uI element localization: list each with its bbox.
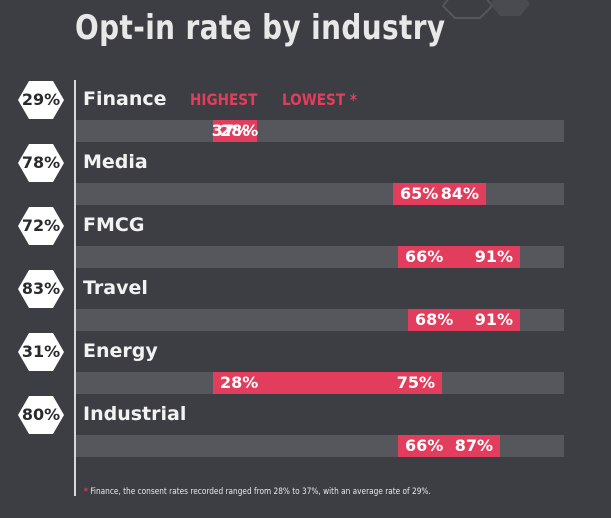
bar-track: 68% 91%: [76, 309, 564, 331]
average-hexagon-badge: 78%: [17, 143, 65, 183]
bar-track: 66% 91%: [76, 246, 564, 268]
high-value-label: 91%: [474, 310, 513, 329]
average-rate-label: 31%: [21, 342, 61, 361]
industry-row: 83% Travel 68% 91%: [0, 269, 611, 331]
low-value-label: 66%: [405, 436, 444, 455]
high-value-label: 37%: [211, 121, 250, 140]
range-bar: 65% 84%: [393, 183, 486, 205]
industry-label: Energy: [83, 340, 158, 362]
low-value-label: 66%: [405, 247, 444, 266]
industry-label: Travel: [83, 277, 148, 299]
range-bar: 28% 37%: [211, 120, 259, 142]
bar-track: 66% 87%: [76, 435, 564, 457]
average-rate-label: 80%: [21, 405, 61, 424]
average-hexagon-badge: 29%: [17, 80, 65, 120]
legend-highest: HIGHEST: [190, 90, 258, 109]
industry-row: 80% Industrial 66% 87%: [0, 395, 611, 457]
average-rate-label: 29%: [21, 90, 61, 109]
industry-row: 31% Energy 28% 75%: [0, 332, 611, 394]
range-bar: 28% 75%: [213, 372, 442, 394]
high-value-label: 75%: [396, 373, 435, 392]
industry-label: FMCG: [83, 214, 145, 236]
axis-line: [74, 80, 76, 496]
industry-label: Finance: [83, 88, 167, 110]
range-bar: 66% 91%: [398, 246, 520, 268]
decorative-hexagons: [441, 0, 530, 19]
low-value-label: 68%: [415, 310, 454, 329]
average-hexagon-badge: 72%: [17, 206, 65, 246]
industry-row: 78% Media 65% 84%: [0, 143, 611, 205]
industry-label: Industrial: [83, 403, 187, 425]
average-rate-label: 72%: [21, 216, 61, 235]
legend-lowest: LOWEST *: [282, 90, 357, 109]
footnote: * Finance, the consent rates recorded ra…: [84, 487, 431, 497]
low-value-label: 28%: [220, 121, 259, 140]
footnote-marker: *: [84, 487, 88, 497]
range-bar: 68% 91%: [408, 309, 520, 331]
industry-row: 29% Finance HIGHEST LOWEST * 28% 37%: [0, 80, 611, 142]
average-rate-label: 78%: [21, 153, 61, 172]
high-value-label: 87%: [454, 436, 493, 455]
average-hexagon-badge: 80%: [17, 395, 65, 435]
high-value-label: 84%: [440, 184, 479, 203]
chart-title: Opt-in rate by industry: [75, 8, 446, 48]
industry-label: Media: [83, 151, 148, 173]
bar-track: 65% 84%: [76, 183, 564, 205]
high-value-label: 91%: [474, 247, 513, 266]
footnote-text: Finance, the consent rates recorded rang…: [90, 487, 431, 497]
range-bar: 66% 87%: [398, 435, 500, 457]
bar-track: 28% 37%: [76, 120, 564, 142]
bar-track: 28% 75%: [76, 372, 564, 394]
average-hexagon-badge: 83%: [17, 269, 65, 309]
average-rate-label: 83%: [21, 279, 61, 298]
low-value-label: 28%: [220, 373, 259, 392]
average-hexagon-badge: 31%: [17, 332, 65, 372]
industry-row: 72% FMCG 66% 91%: [0, 206, 611, 268]
low-value-label: 65%: [400, 184, 439, 203]
